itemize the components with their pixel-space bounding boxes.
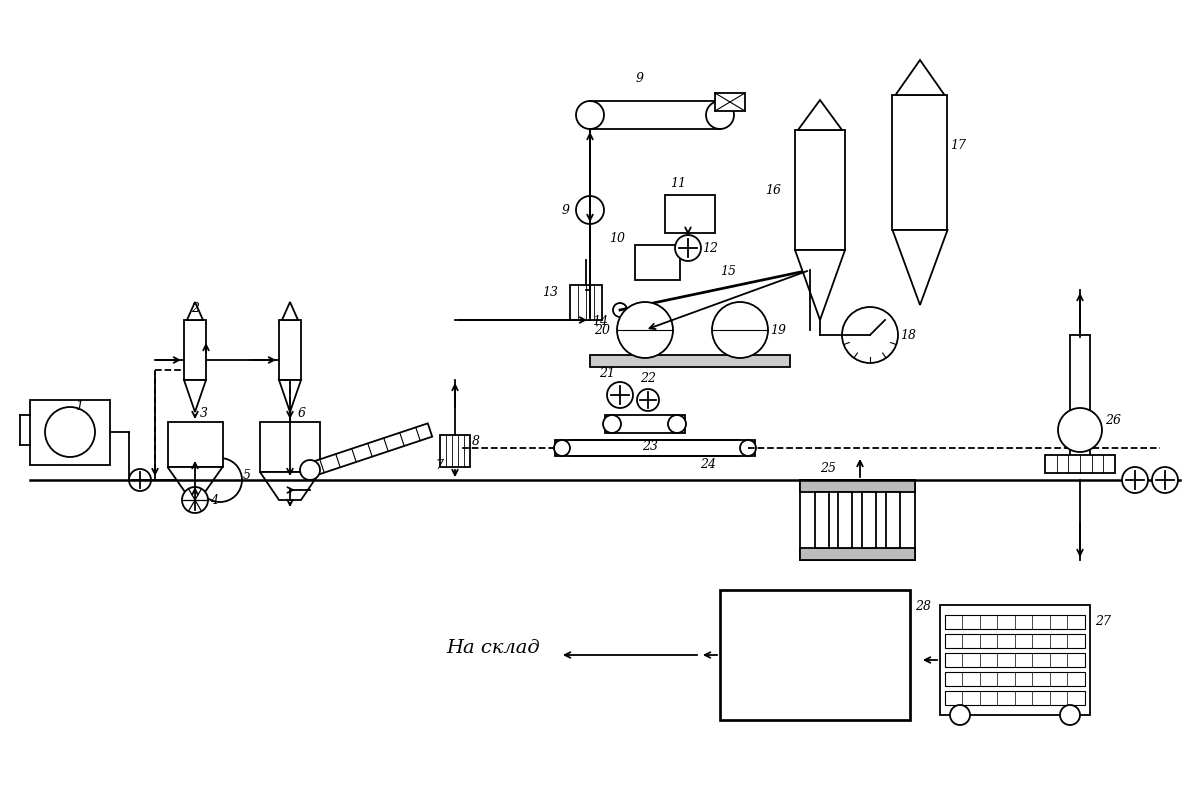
- Text: 17: 17: [950, 138, 966, 152]
- Circle shape: [1058, 408, 1102, 452]
- Bar: [590, 355, 790, 367]
- Circle shape: [740, 440, 756, 456]
- Bar: [635, 245, 680, 280]
- Text: 16: 16: [766, 183, 781, 197]
- Circle shape: [706, 101, 734, 129]
- Polygon shape: [794, 250, 845, 320]
- Bar: [278, 320, 301, 380]
- Bar: [605, 415, 685, 433]
- Circle shape: [674, 235, 701, 261]
- Text: 13: 13: [542, 286, 558, 299]
- Circle shape: [46, 407, 95, 457]
- Polygon shape: [260, 472, 320, 500]
- Polygon shape: [278, 380, 301, 412]
- Bar: [800, 548, 914, 560]
- Circle shape: [1060, 705, 1080, 725]
- Text: 27: 27: [1094, 615, 1111, 628]
- Circle shape: [712, 302, 768, 358]
- Bar: [440, 435, 470, 467]
- Text: 20: 20: [594, 323, 610, 337]
- Text: 5: 5: [244, 468, 251, 481]
- Circle shape: [950, 705, 970, 725]
- Bar: [862, 492, 876, 548]
- Bar: [1070, 335, 1090, 465]
- Text: 3: 3: [200, 407, 208, 420]
- Circle shape: [300, 460, 320, 480]
- Text: 18: 18: [900, 329, 916, 341]
- Bar: [838, 492, 852, 548]
- Text: 22: 22: [640, 372, 656, 385]
- Bar: [893, 95, 948, 230]
- Circle shape: [602, 415, 622, 433]
- Text: 8: 8: [472, 435, 480, 448]
- Text: 23: 23: [642, 440, 658, 453]
- Polygon shape: [187, 302, 203, 320]
- Bar: [720, 590, 910, 720]
- Bar: [944, 653, 1085, 667]
- Polygon shape: [798, 100, 842, 130]
- Circle shape: [613, 303, 628, 317]
- Polygon shape: [282, 302, 298, 320]
- Circle shape: [607, 382, 634, 408]
- Bar: [940, 605, 1090, 715]
- Circle shape: [617, 302, 673, 358]
- Bar: [944, 634, 1085, 648]
- Text: 15: 15: [720, 265, 736, 278]
- Polygon shape: [895, 60, 944, 95]
- Text: 10: 10: [608, 232, 625, 245]
- Text: На склад: На склад: [446, 639, 540, 657]
- Bar: [800, 480, 914, 560]
- Bar: [554, 440, 755, 456]
- Bar: [944, 615, 1085, 629]
- Bar: [30, 400, 110, 465]
- Circle shape: [576, 196, 604, 224]
- Bar: [570, 285, 602, 320]
- Polygon shape: [307, 423, 432, 476]
- Circle shape: [576, 101, 604, 129]
- Text: 9: 9: [636, 72, 644, 85]
- Bar: [800, 480, 914, 492]
- Circle shape: [1122, 467, 1148, 493]
- Text: 2: 2: [191, 302, 199, 315]
- Circle shape: [182, 487, 208, 513]
- Bar: [794, 130, 845, 250]
- Text: 12: 12: [702, 242, 718, 254]
- Bar: [944, 672, 1085, 686]
- Bar: [1045, 455, 1115, 473]
- Polygon shape: [168, 467, 222, 492]
- Circle shape: [637, 389, 659, 411]
- Polygon shape: [184, 380, 206, 412]
- Polygon shape: [893, 230, 948, 305]
- Text: 11: 11: [670, 177, 686, 190]
- Bar: [168, 422, 222, 467]
- Bar: [715, 93, 745, 111]
- Circle shape: [130, 469, 151, 491]
- Circle shape: [842, 307, 898, 363]
- Circle shape: [1152, 467, 1178, 493]
- Text: 25: 25: [820, 462, 836, 475]
- Circle shape: [668, 415, 686, 433]
- Text: 9: 9: [562, 204, 570, 216]
- Circle shape: [198, 458, 242, 502]
- Bar: [260, 422, 320, 472]
- Text: 4: 4: [210, 494, 218, 506]
- Bar: [665, 195, 715, 233]
- Bar: [944, 691, 1085, 705]
- Text: 24: 24: [700, 458, 716, 471]
- Text: 1: 1: [76, 400, 83, 413]
- Bar: [886, 492, 900, 548]
- Text: 6: 6: [298, 407, 306, 420]
- Circle shape: [554, 440, 570, 456]
- Text: 28: 28: [914, 600, 931, 613]
- Text: 14: 14: [592, 315, 608, 328]
- Bar: [815, 492, 829, 548]
- Text: 19: 19: [770, 323, 786, 337]
- Text: 7: 7: [434, 458, 443, 472]
- Text: 26: 26: [1105, 413, 1121, 427]
- Text: 21: 21: [599, 367, 614, 380]
- Bar: [184, 320, 206, 380]
